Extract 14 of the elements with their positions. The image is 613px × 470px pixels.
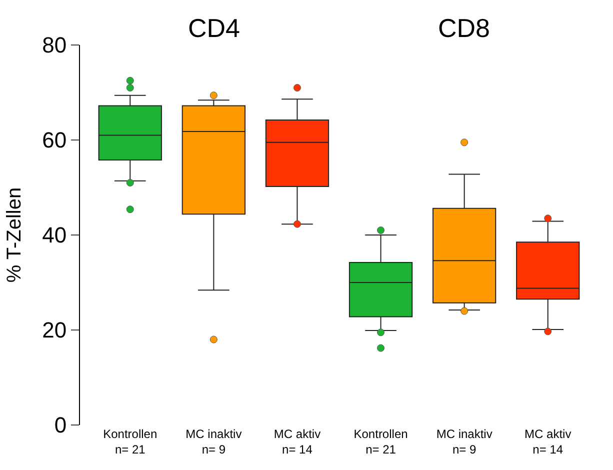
y-tick-label: 80 bbox=[42, 32, 67, 58]
x-tick-label: MC aktiv n= 14 bbox=[274, 427, 321, 457]
text: CD8 bbox=[438, 13, 490, 43]
y-tick-label: 0 bbox=[54, 412, 67, 438]
x-tick-label: MC aktiv n= 14 bbox=[524, 427, 572, 457]
y-tick-label: 40 bbox=[42, 222, 67, 248]
text: CD4 bbox=[188, 13, 240, 43]
x-tick-label: Kontrollen n= 21 bbox=[103, 427, 158, 457]
x-tick-label: Kontrollen n= 21 bbox=[354, 427, 408, 457]
y-tick-label: 60 bbox=[42, 128, 67, 153]
x-tick-label: MC inaktiv n= 9 bbox=[436, 427, 492, 457]
y-tick-label: 20 bbox=[42, 318, 67, 343]
x-tick-label: MC inaktiv n= 9 bbox=[186, 427, 242, 457]
y-axis-title: % T-Zellen bbox=[4, 187, 26, 283]
